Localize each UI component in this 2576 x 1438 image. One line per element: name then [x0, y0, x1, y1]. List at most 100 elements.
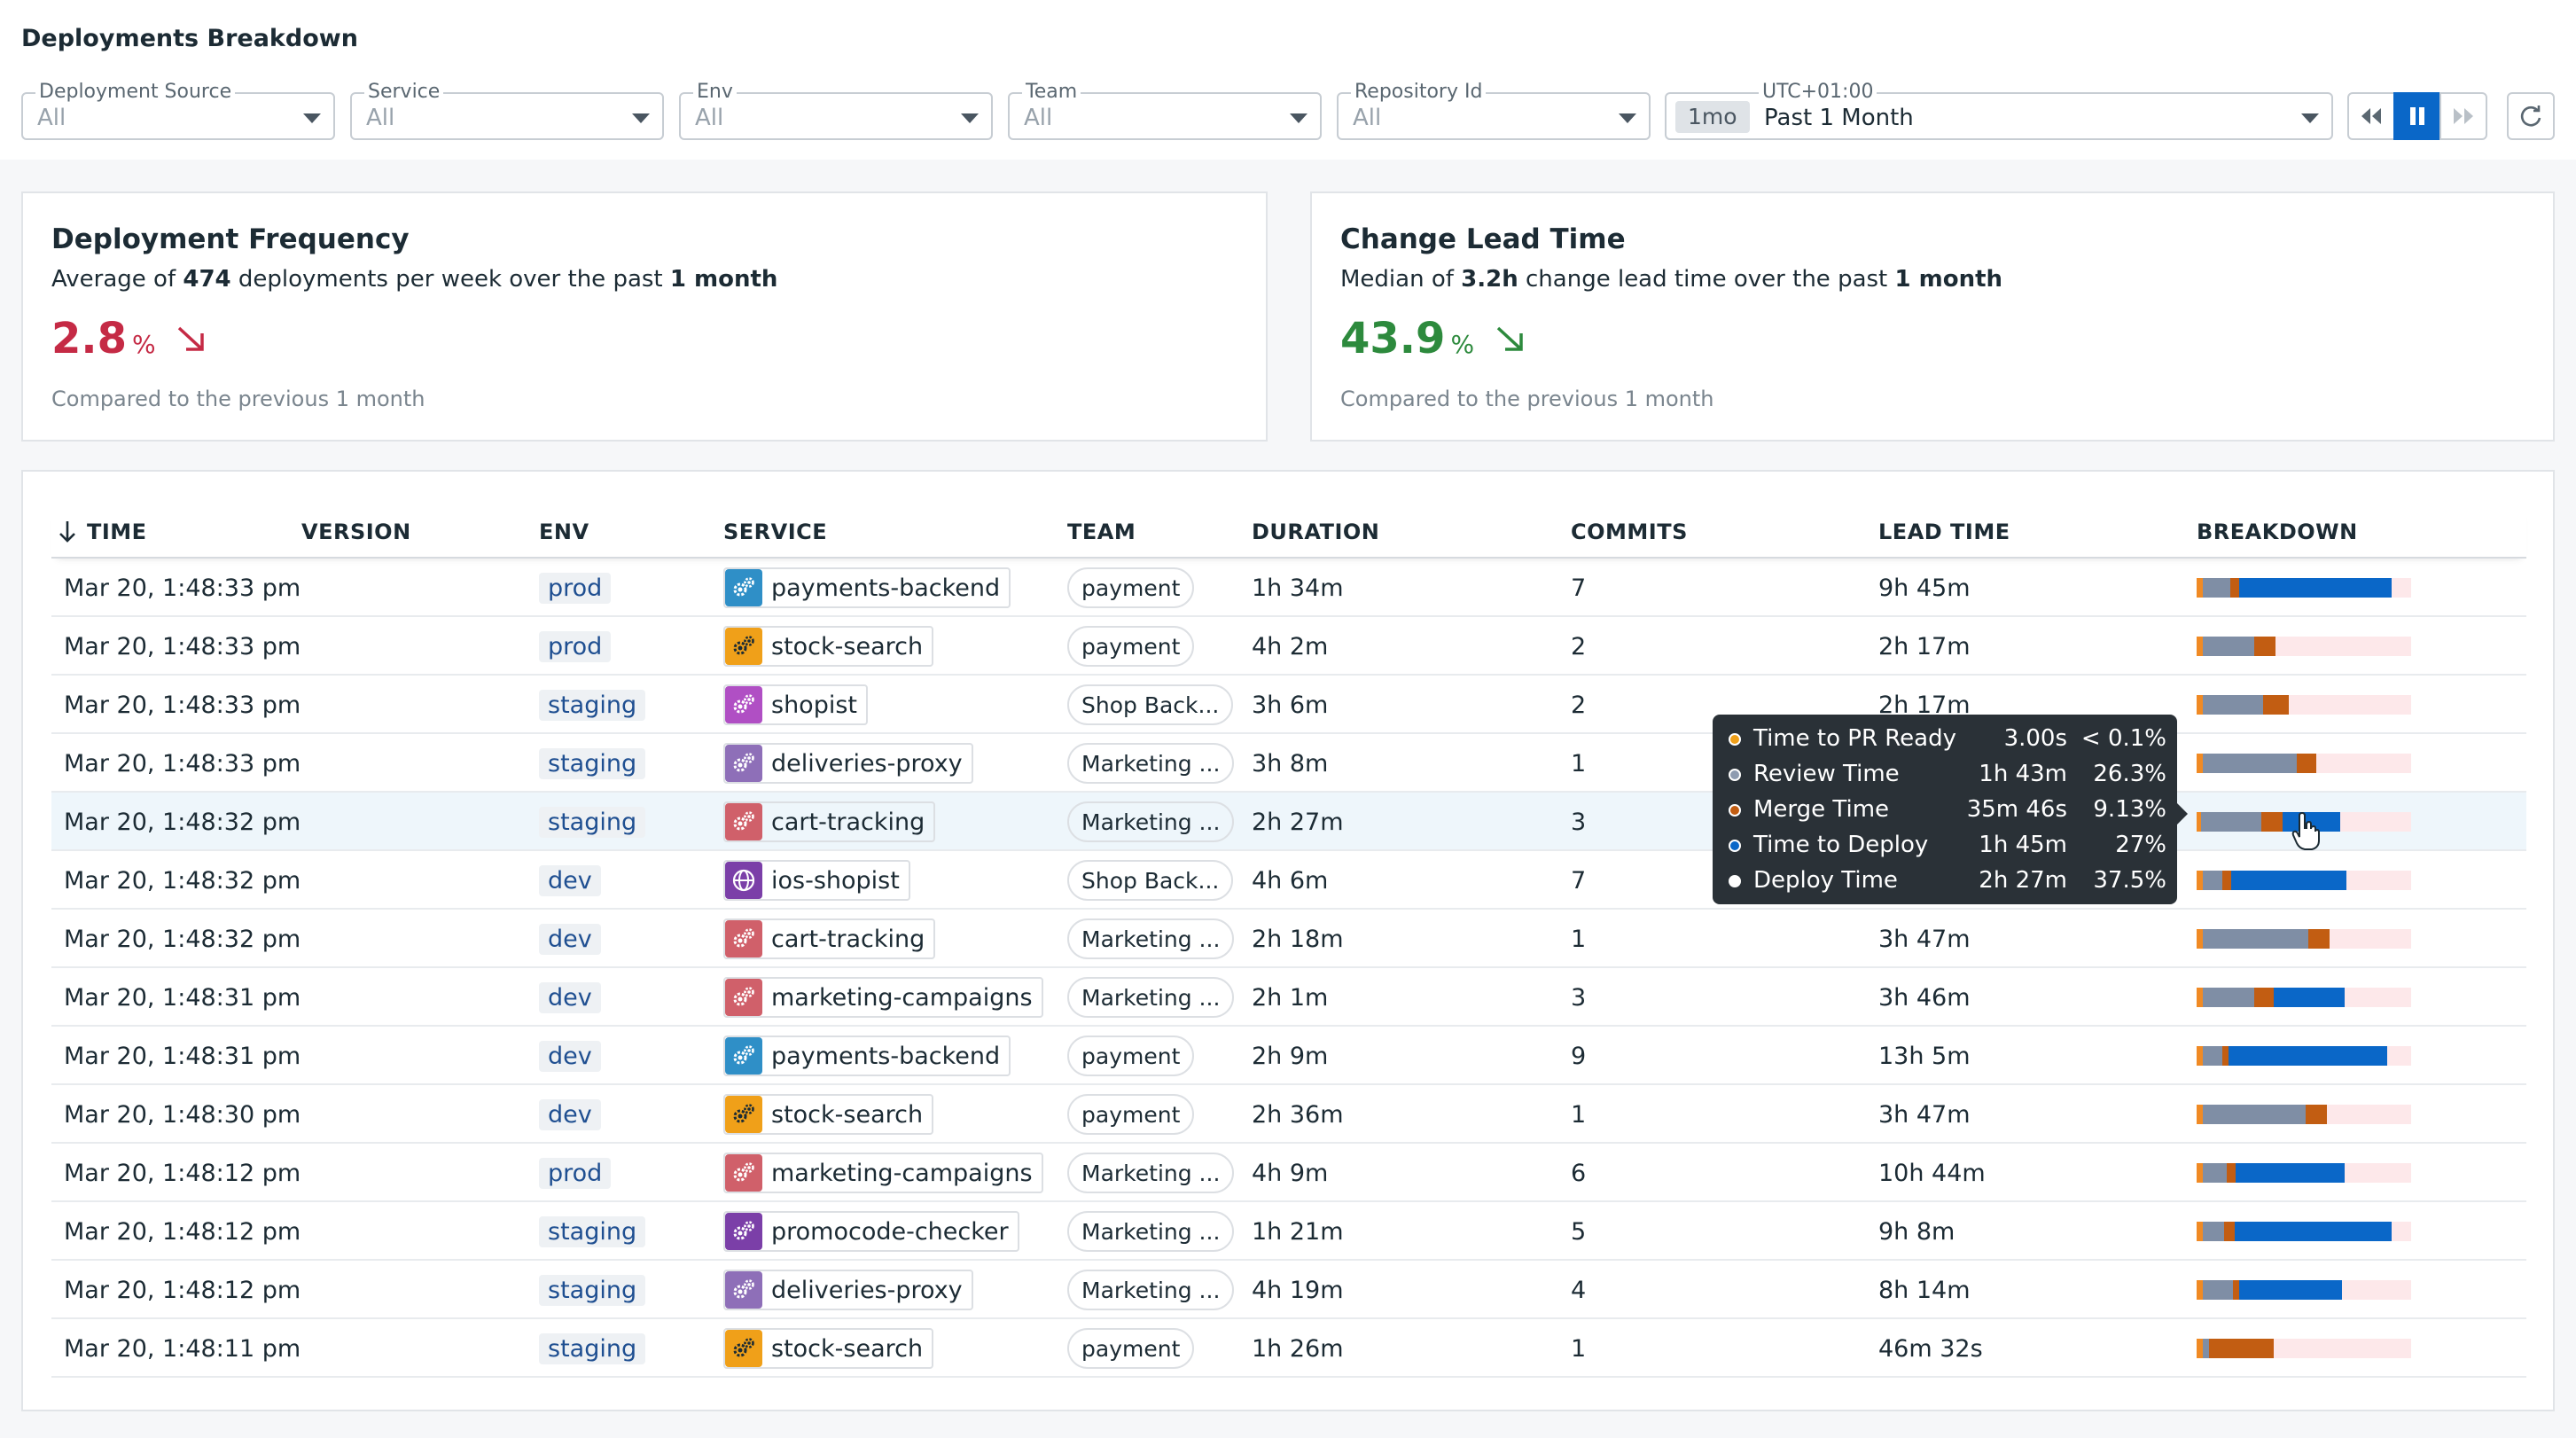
- team-tag[interactable]: Marketing ...: [1067, 918, 1235, 959]
- breakdown-bar[interactable]: [2197, 929, 2411, 949]
- team-tag[interactable]: payment: [1067, 1036, 1195, 1076]
- team-tag[interactable]: Marketing ...: [1067, 1270, 1235, 1310]
- cell-service: deliveries-proxy: [723, 734, 973, 793]
- column-header-env[interactable]: ENV: [539, 520, 589, 544]
- team-tag[interactable]: Marketing ...: [1067, 1211, 1235, 1252]
- pause-button[interactable]: [2393, 92, 2441, 140]
- team-tag[interactable]: payment: [1067, 567, 1195, 608]
- breakdown-bar[interactable]: [2197, 1339, 2411, 1358]
- table-row[interactable]: Mar 20, 1:48:33 pm staging shopist Shop Bac…: [51, 676, 2526, 734]
- breakdown-segment: [2233, 1280, 2239, 1300]
- service-tag[interactable]: ios-shopist: [723, 860, 910, 901]
- table-row[interactable]: Mar 20, 1:48:33 pm staging deliveries-prox…: [51, 734, 2526, 793]
- env-tag[interactable]: prod: [539, 572, 612, 604]
- env-tag[interactable]: staging: [539, 689, 646, 721]
- team-tag[interactable]: payment: [1067, 1328, 1195, 1369]
- table-row[interactable]: Mar 20, 1:48:33 pm prod stock-search paymen…: [51, 617, 2526, 676]
- breakdown-bar[interactable]: [2197, 1280, 2411, 1300]
- column-header-lead-time[interactable]: LEAD TIME: [1878, 520, 2010, 544]
- repository-id-filter[interactable]: Repository Id All: [1337, 80, 1651, 140]
- service-tag[interactable]: shopist: [723, 684, 868, 725]
- sort-descending-icon[interactable]: [57, 520, 78, 544]
- env-tag[interactable]: staging: [539, 1215, 646, 1247]
- env-tag[interactable]: prod: [539, 1157, 612, 1189]
- fast-forward-button[interactable]: [2439, 92, 2487, 140]
- column-header-team[interactable]: TEAM: [1067, 520, 1136, 544]
- team-tag[interactable]: Marketing ...: [1067, 1153, 1235, 1193]
- breakdown-segment: [2392, 578, 2411, 598]
- service-tag[interactable]: payments-backend: [723, 1036, 1011, 1076]
- env-filter[interactable]: Env All: [679, 80, 993, 140]
- trend-down-arrow-icon: [178, 326, 205, 351]
- team-tag[interactable]: Marketing ...: [1067, 801, 1235, 842]
- service-tag[interactable]: cart-tracking: [723, 801, 936, 842]
- breakdown-bar[interactable]: [2197, 988, 2411, 1007]
- column-header-version[interactable]: VERSION: [301, 520, 411, 544]
- service-tag[interactable]: marketing-campaigns: [723, 977, 1043, 1018]
- cell-commits: 9: [1571, 1042, 1587, 1070]
- env-tag[interactable]: dev: [539, 1040, 601, 1072]
- service-tag[interactable]: marketing-campaigns: [723, 1153, 1043, 1193]
- time-range-picker[interactable]: UTC+01:00 1mo Past 1 Month: [1665, 80, 2333, 140]
- column-header-breakdown[interactable]: BREAKDOWN: [2197, 520, 2358, 544]
- env-tag[interactable]: dev: [539, 981, 601, 1013]
- env-tag[interactable]: dev: [539, 923, 601, 955]
- breakdown-segment: [2263, 695, 2289, 715]
- breakdown-bar[interactable]: [2197, 1222, 2411, 1241]
- env-tag[interactable]: dev: [539, 864, 601, 896]
- cell-commits: 7: [1571, 574, 1587, 602]
- tooltip-row: Merge Time 35m 46s 9.13%: [1729, 793, 2166, 828]
- service-tag[interactable]: promocode-checker: [723, 1211, 1019, 1252]
- service-tag[interactable]: stock-search: [723, 1094, 934, 1135]
- table-row[interactable]: Mar 20, 1:48:32 pm dev cart-tracking Market…: [51, 910, 2526, 968]
- env-tag[interactable]: staging: [539, 747, 646, 779]
- column-header-service[interactable]: SERVICE: [723, 520, 828, 544]
- team-filter[interactable]: Team All: [1008, 80, 1322, 140]
- service-tag[interactable]: stock-search: [723, 626, 934, 667]
- env-tag[interactable]: staging: [539, 1332, 646, 1364]
- service-filter[interactable]: Service All: [350, 80, 664, 140]
- breakdown-bar[interactable]: [2197, 754, 2411, 773]
- table-row[interactable]: Mar 20, 1:48:31 pm dev marketing-campaigns…: [51, 968, 2526, 1027]
- table-row[interactable]: Mar 20, 1:48:32 pm dev ios-shopist Shop Bac…: [51, 851, 2526, 910]
- table-row[interactable]: Mar 20, 1:48:33 pm prod payments-backend pa…: [51, 559, 2526, 617]
- service-tag[interactable]: cart-tracking: [723, 918, 936, 959]
- breakdown-segment: [2197, 754, 2203, 773]
- table-row[interactable]: Mar 20, 1:48:12 pm staging deliveries-prox…: [51, 1261, 2526, 1319]
- rewind-button[interactable]: [2347, 92, 2395, 140]
- env-tag[interactable]: dev: [539, 1098, 601, 1130]
- breakdown-bar[interactable]: [2197, 871, 2411, 890]
- breakdown-bar[interactable]: [2197, 695, 2411, 715]
- team-tag[interactable]: payment: [1067, 626, 1195, 667]
- breakdown-bar[interactable]: [2197, 1163, 2411, 1183]
- table-row[interactable]: Mar 20, 1:48:31 pm dev payments-backend pay…: [51, 1027, 2526, 1085]
- column-header-duration[interactable]: DURATION: [1252, 520, 1380, 544]
- table-row[interactable]: Mar 20, 1:48:12 pm prod marketing-campaign…: [51, 1144, 2526, 1202]
- cell-duration: 2h 9m: [1252, 1042, 1329, 1070]
- table-row[interactable]: Mar 20, 1:48:11 pm staging stock-search pay…: [51, 1319, 2526, 1378]
- service-tag[interactable]: payments-backend: [723, 567, 1011, 608]
- service-tag[interactable]: deliveries-proxy: [723, 743, 973, 784]
- table-row[interactable]: Mar 20, 1:48:30 pm dev stock-search payment…: [51, 1085, 2526, 1144]
- breakdown-bar[interactable]: [2197, 578, 2411, 598]
- service-tag[interactable]: deliveries-proxy: [723, 1270, 973, 1310]
- env-tag[interactable]: staging: [539, 1274, 646, 1306]
- team-tag[interactable]: payment: [1067, 1094, 1195, 1135]
- table-row[interactable]: Mar 20, 1:48:12 pm staging promocode-check…: [51, 1202, 2526, 1261]
- cell-commits: 6: [1571, 1159, 1587, 1187]
- refresh-button[interactable]: [2507, 92, 2555, 140]
- team-tag[interactable]: Shop Back...: [1067, 684, 1234, 725]
- team-tag[interactable]: Marketing ...: [1067, 743, 1235, 784]
- deployment-source-filter[interactable]: Deployment Source All: [21, 80, 335, 140]
- tooltip-label: Review Time: [1753, 761, 1900, 787]
- team-tag[interactable]: Shop Back...: [1067, 860, 1234, 901]
- env-tag[interactable]: staging: [539, 806, 646, 838]
- team-tag[interactable]: Marketing ...: [1067, 977, 1235, 1018]
- breakdown-bar[interactable]: [2197, 1105, 2411, 1124]
- column-header-time[interactable]: TIME: [87, 520, 147, 544]
- service-tag[interactable]: stock-search: [723, 1328, 934, 1369]
- column-header-commits[interactable]: COMMITS: [1571, 520, 1688, 544]
- breakdown-bar[interactable]: [2197, 637, 2411, 656]
- env-tag[interactable]: prod: [539, 630, 612, 662]
- breakdown-bar[interactable]: [2197, 1046, 2411, 1066]
